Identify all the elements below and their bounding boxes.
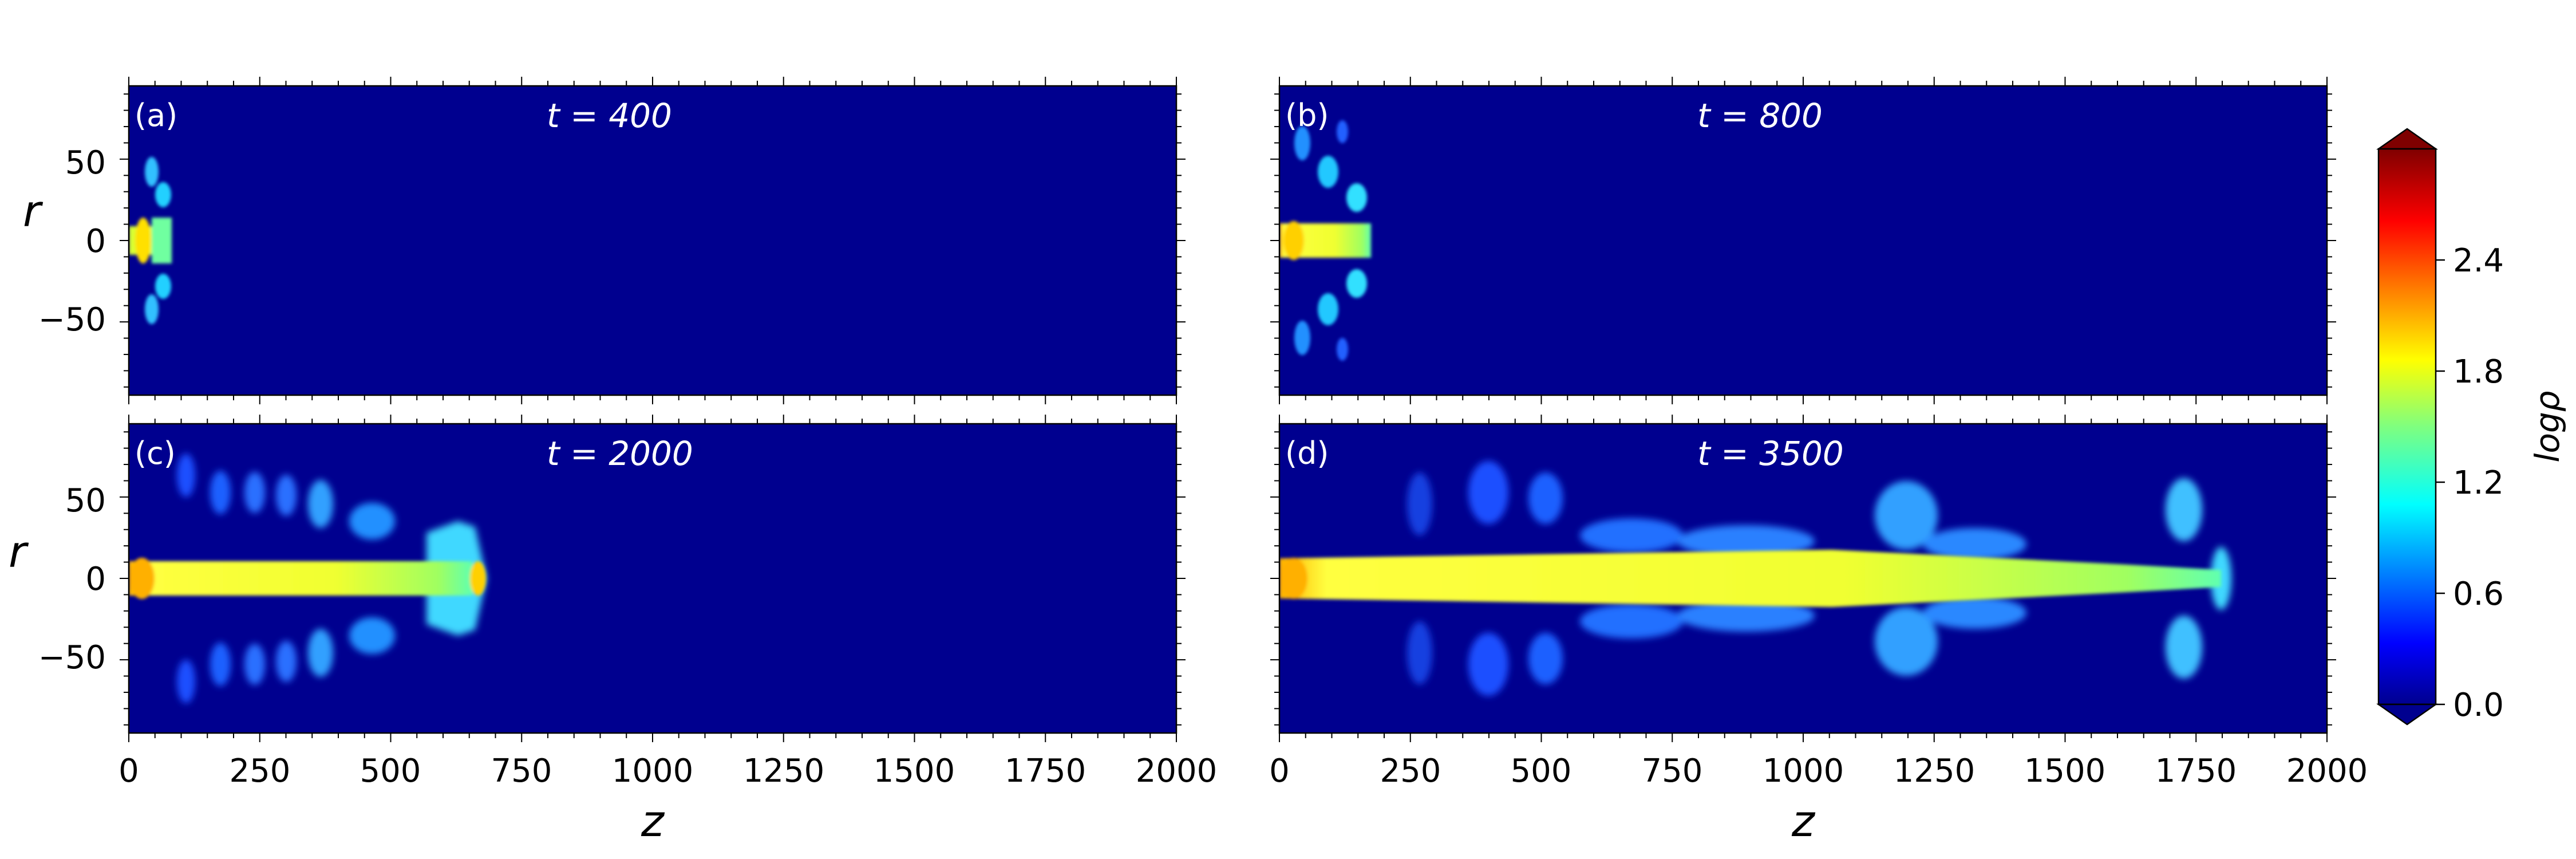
y-tick-label: 0 bbox=[85, 561, 106, 598]
colorbar-tick-label: 1.2 bbox=[2453, 464, 2504, 502]
x-tick-label: 250 bbox=[230, 752, 291, 790]
colorbar-ticks: 0.0 0.6 1.2 1.8 2.4 bbox=[2436, 242, 2504, 724]
x-tick-label: 750 bbox=[491, 752, 552, 790]
colorbar-tick-label: 2.4 bbox=[2453, 242, 2504, 279]
colorbar-tick-label: 1.8 bbox=[2453, 353, 2504, 391]
x-tick-label: 1750 bbox=[2155, 752, 2237, 790]
panel-c-ylabel: r bbox=[9, 526, 29, 577]
panel-a-title: t = 400 bbox=[547, 96, 672, 135]
panel-c-xticks: 0 250 500 750 1000 1250 1500 1750 2000 bbox=[118, 752, 1217, 790]
panel-a-ylabel: r bbox=[23, 186, 44, 237]
x-tick-label: 500 bbox=[360, 752, 421, 790]
colorbar-extend-max bbox=[2376, 128, 2438, 150]
panel-d-xlabel: z bbox=[1791, 795, 1816, 846]
panel-d-label: (d) bbox=[1285, 435, 1329, 471]
x-tick-label: 500 bbox=[1511, 752, 1572, 790]
panel-a-density-field bbox=[129, 157, 172, 324]
x-tick-label: 1250 bbox=[743, 752, 825, 790]
x-tick-label: 1500 bbox=[874, 752, 955, 790]
panel-a-background bbox=[129, 86, 1176, 395]
x-tick-label: 2000 bbox=[2286, 752, 2368, 790]
panel-b-label: (b) bbox=[1285, 97, 1329, 133]
panel-b-background bbox=[1279, 86, 2327, 395]
x-tick-label: 2000 bbox=[1136, 752, 1218, 790]
panel-d-xticks: 0 250 500 750 1000 1250 1500 1750 2000 bbox=[1269, 752, 2368, 790]
panel-b-density-field bbox=[1279, 120, 1371, 361]
panel-b-title: t = 800 bbox=[1697, 96, 1823, 135]
panel-c-density-field bbox=[129, 454, 487, 703]
x-tick-label: 0 bbox=[1269, 752, 1290, 790]
panel-d-density-field bbox=[1279, 461, 2231, 696]
y-tick-label: 50 bbox=[65, 482, 106, 519]
panel-a: (a) t = 400 r 50 0 −50 bbox=[23, 85, 1178, 396]
panel-c-xlabel: z bbox=[641, 795, 665, 846]
x-tick-label: 1000 bbox=[1763, 752, 1844, 790]
x-tick-label: 750 bbox=[1642, 752, 1703, 790]
panel-c-title: t = 2000 bbox=[547, 434, 693, 473]
y-tick-label: −50 bbox=[38, 301, 106, 338]
colorbar: 0.0 0.6 1.2 1.8 2.4 logρ bbox=[2376, 128, 2567, 726]
x-tick-label: 1250 bbox=[1894, 752, 1976, 790]
y-tick-label: 0 bbox=[85, 223, 106, 260]
x-tick-label: 250 bbox=[1380, 752, 1441, 790]
panel-d-title: t = 3500 bbox=[1697, 434, 1844, 473]
colorbar-gradient bbox=[2377, 148, 2437, 706]
colorbar-tick-label: 0.0 bbox=[2453, 687, 2504, 724]
y-tick-label: −50 bbox=[38, 639, 106, 676]
panel-b: (b) t = 800 bbox=[1278, 85, 2328, 396]
colorbar-label: logρ bbox=[2528, 391, 2567, 462]
x-tick-label: 0 bbox=[118, 752, 139, 790]
colorbar-tick-label: 0.6 bbox=[2453, 576, 2504, 613]
panel-c-yticks: 50 0 −50 bbox=[38, 482, 106, 676]
x-tick-label: 1750 bbox=[1005, 752, 1086, 790]
panel-d: (d) t = 3500 0 250 500 750 1000 1250 150… bbox=[1269, 423, 2368, 846]
panel-a-label: (a) bbox=[135, 97, 177, 133]
x-tick-label: 1000 bbox=[612, 752, 694, 790]
panel-c-label: (c) bbox=[135, 435, 176, 471]
x-tick-label: 1500 bbox=[2024, 752, 2106, 790]
colorbar-extend-min bbox=[2376, 703, 2438, 726]
panel-c: (c) t = 2000 r 50 0 −50 0 250 500 750 10… bbox=[9, 423, 1217, 846]
panel-a-yticks: 50 0 −50 bbox=[38, 144, 106, 338]
y-tick-label: 50 bbox=[65, 144, 106, 182]
tick-marks bbox=[120, 77, 2336, 742]
